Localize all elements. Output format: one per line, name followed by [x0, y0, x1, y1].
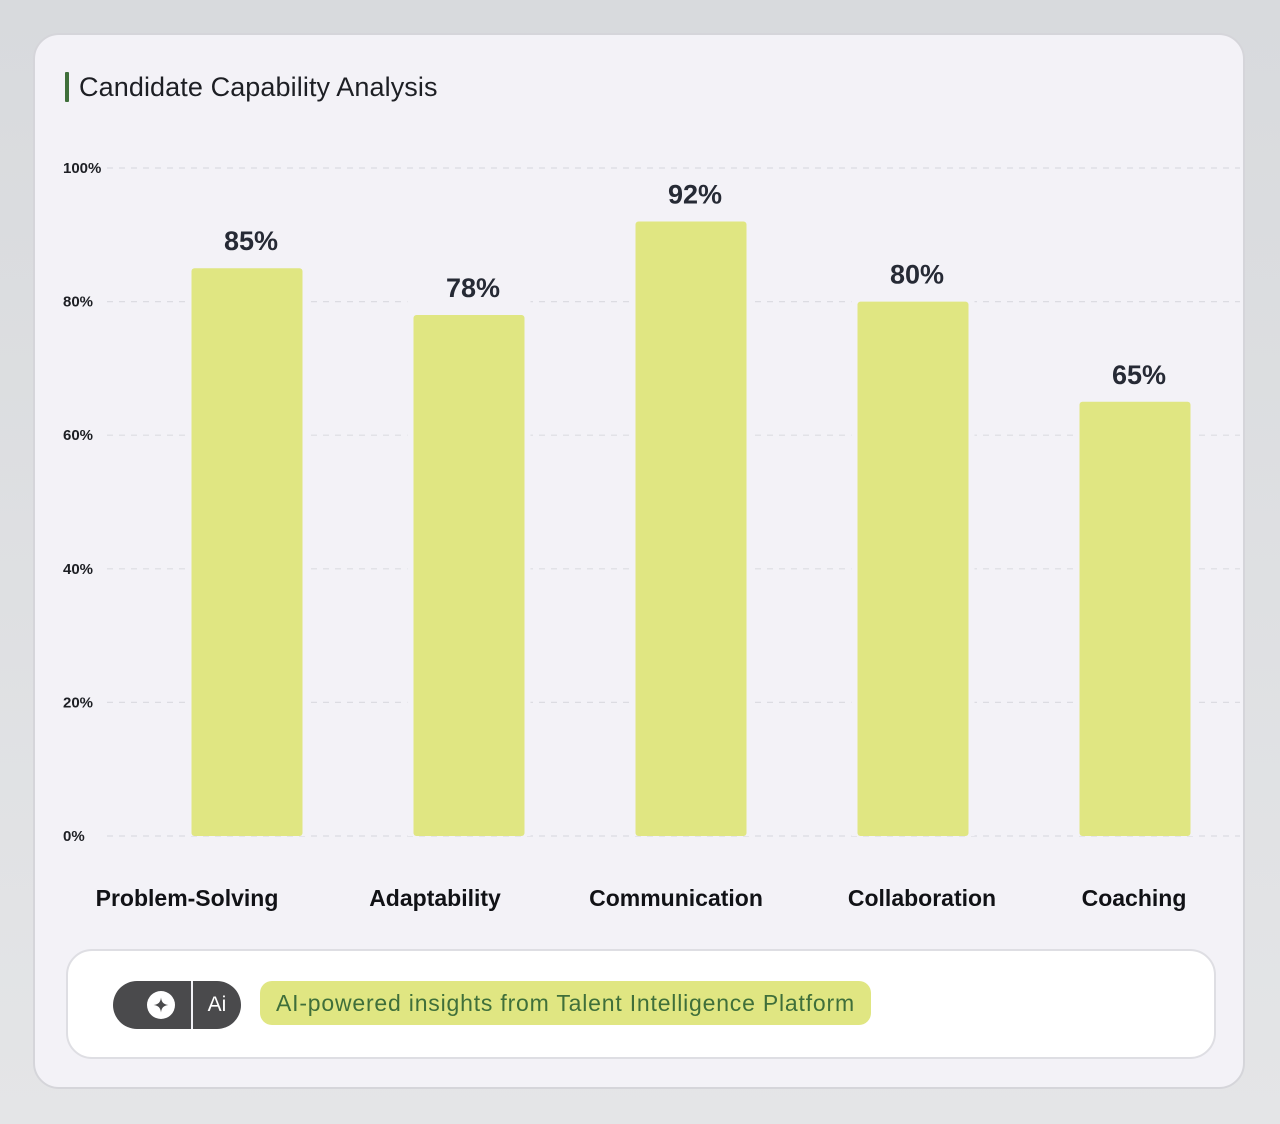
x-category-label: Collaboration: [848, 885, 996, 911]
ai-badge-label: Ai: [207, 993, 227, 1016]
bar-adaptability[interactable]: [413, 314, 525, 837]
bars-layer: [185, 171, 1197, 837]
bar-value-label: 65%: [1112, 360, 1166, 390]
bar-collaboration[interactable]: [857, 301, 969, 837]
chart-title: Candidate Capability Analysis: [79, 71, 438, 102]
x-category-label: Communication: [589, 885, 763, 911]
y-tick-label: 20%: [63, 694, 93, 711]
y-tick-label: 0%: [63, 828, 85, 845]
bar-problem-solving[interactable]: [191, 268, 303, 836]
y-tick-label: 80%: [63, 294, 93, 311]
y-tick-label: 40%: [63, 561, 93, 578]
bar-chart: 100% 80% 60% 40% 20% 0% 85% Problem-Solving 78%…: [63, 160, 1240, 911]
ai-badge-divider: [191, 981, 193, 1029]
ai-insights-footer: Ai AI-powered insights from Talent Intel…: [66, 949, 1216, 1059]
x-category-label: Coaching: [1082, 885, 1187, 911]
ai-badge[interactable]: Ai: [113, 981, 241, 1029]
chart-title-group: Candidate Capability Analysis: [65, 71, 438, 103]
bar-value-label: 80%: [890, 260, 944, 290]
bar-value-label: 78%: [446, 273, 500, 303]
bar-value-label: 85%: [224, 226, 278, 256]
bar-value-label: 92%: [668, 179, 722, 209]
title-accent-bar: [65, 72, 69, 102]
sparkle-icon: [147, 991, 175, 1019]
insight-text-badge: AI-powered insights from Talent Intellig…: [260, 981, 871, 1025]
labels-layer: 85% Problem-Solving 78% Adaptability 92% Comm…: [96, 179, 1187, 911]
bar-communication[interactable]: [635, 221, 747, 836]
x-category-label: Adaptability: [369, 885, 501, 911]
y-tick-label: 100%: [63, 160, 101, 177]
y-tick-label: 60%: [63, 427, 93, 444]
chart-card: Candidate Capability Analysis 100% 80% 60%…: [33, 33, 1245, 1089]
x-category-label: Problem-Solving: [96, 885, 279, 911]
bar-coaching[interactable]: [1079, 401, 1191, 836]
